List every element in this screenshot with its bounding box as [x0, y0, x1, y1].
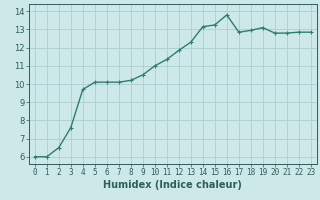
X-axis label: Humidex (Indice chaleur): Humidex (Indice chaleur) [103, 180, 242, 190]
